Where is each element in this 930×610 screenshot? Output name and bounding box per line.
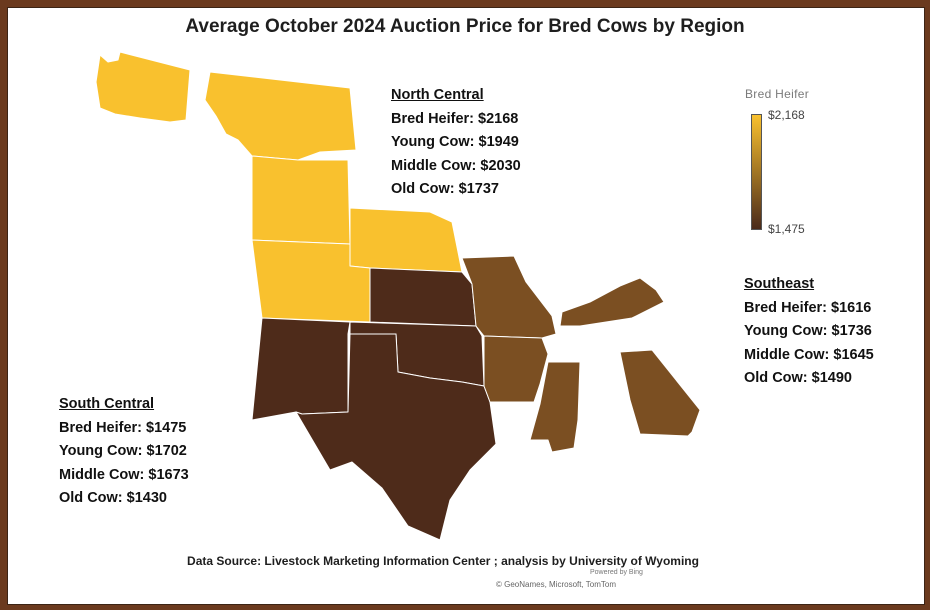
legend-color-scale xyxy=(751,114,762,230)
region-name: North Central xyxy=(391,87,484,103)
state-montana[interactable] xyxy=(204,71,357,161)
legend-title: Bred Heifer xyxy=(745,87,809,101)
state-nebraska[interactable] xyxy=(349,207,463,273)
price-line: Middle Cow: $1645 xyxy=(744,346,874,363)
price-line: Bred Heifer: $1475 xyxy=(59,419,187,436)
state-georgia[interactable] xyxy=(619,349,701,437)
state-texas[interactable] xyxy=(295,333,497,541)
state-kentucky[interactable] xyxy=(559,277,665,327)
region-north-central: North Central Bred Heifer: $2168 Young C… xyxy=(391,84,521,202)
state-wyoming[interactable] xyxy=(251,155,351,245)
region-southeast: Southeast Bred Heifer: $1616 Young Cow: … xyxy=(744,273,874,391)
legend-min-label: $1,475 xyxy=(768,222,805,236)
state-arkansas[interactable] xyxy=(483,335,549,403)
data-source: Data Source: Livestock Marketing Informa… xyxy=(187,554,699,568)
region-name: Southeast xyxy=(744,276,815,292)
powered-by-label: Powered by Bing xyxy=(590,569,643,576)
state-new-mexico[interactable] xyxy=(251,317,351,421)
state-missouri[interactable] xyxy=(461,255,557,339)
map-title: Average October 2024 Auction Price for B… xyxy=(185,16,745,37)
map-credit: © GeoNames, Microsoft, TomTom xyxy=(496,580,616,589)
price-line: Young Cow: $1702 xyxy=(59,443,187,459)
price-line: Old Cow: $1430 xyxy=(59,490,167,506)
price-line: Old Cow: $1490 xyxy=(744,370,852,386)
price-line: Old Cow: $1737 xyxy=(391,181,499,197)
price-line: Bred Heifer: $1616 xyxy=(744,299,872,316)
state-washington[interactable] xyxy=(95,51,191,123)
price-line: Middle Cow: $1673 xyxy=(59,466,189,483)
price-line: Bred Heifer: $2168 xyxy=(391,110,519,127)
legend-max-label: $2,168 xyxy=(768,108,805,122)
price-line: Young Cow: $1736 xyxy=(744,323,872,339)
state-mississippi[interactable] xyxy=(529,361,581,453)
state-kansas[interactable] xyxy=(369,267,477,327)
region-south-central: South Central Bred Heifer: $1475 Young C… xyxy=(59,393,189,511)
price-line: Middle Cow: $2030 xyxy=(391,157,521,174)
region-name: South Central xyxy=(59,396,155,412)
price-line: Young Cow: $1949 xyxy=(391,134,519,150)
